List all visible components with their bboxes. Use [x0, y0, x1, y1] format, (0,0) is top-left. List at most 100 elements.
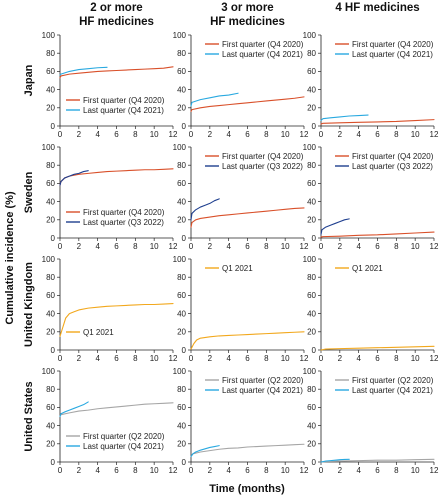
x-tick-label: 6: [375, 242, 380, 251]
x-tick-label: 8: [394, 242, 399, 251]
series-line-1: [59, 168, 174, 186]
x-tick-label: 6: [375, 466, 380, 475]
panel-sweden-col-2: 0 20 40 60 80 100 0 2 4 6 8 10 12 First quarter (Q4 2…: [173, 143, 309, 251]
y-tick-label: 40: [307, 85, 316, 94]
y-tick-label: 80: [177, 273, 186, 282]
legend: First quarter (Q2 2020)Last quarter (Q4 …: [66, 432, 165, 451]
legend-label: Last quarter (Q4 2021): [222, 50, 303, 59]
row-labels: Japan Sweden United Kingdom United States: [23, 64, 35, 451]
y-tick-label: 100: [173, 143, 187, 152]
x-tick-label: 4: [226, 466, 231, 475]
series-line-2: [320, 458, 350, 463]
x-tick-label: 12: [430, 466, 439, 475]
x-tick-label: 10: [150, 130, 159, 139]
x-tick-label: 0: [189, 130, 194, 139]
legend: First quarter (Q2 2020)Last quarter (Q4 …: [335, 376, 434, 395]
y-tick-label: 40: [307, 197, 316, 206]
series-line-1: [320, 231, 435, 238]
y-tick-label: 100: [173, 367, 187, 376]
x-tick-label: 12: [430, 130, 439, 139]
legend-label: Q1 2021: [222, 264, 253, 273]
x-tick-label: 6: [114, 242, 119, 251]
legend-label: First quarter (Q2 2020): [222, 376, 304, 385]
x-tick-label: 8: [394, 130, 399, 139]
column-title-1-line-2: HF medicines: [79, 16, 154, 28]
x-tick-label: 4: [356, 242, 361, 251]
y-tick-label: 20: [46, 328, 55, 337]
column-titles: 2 or more HF medicines 3 or more HF medicin…: [79, 2, 420, 28]
y-tick-label: 100: [42, 367, 56, 376]
panel-japan-col-2: 0 20 40 60 80 100 0 2 4 6 8 10 12 First quarter (Q4 2…: [173, 31, 309, 139]
panel-united-kingdom-col-3: 0 20 40 60 80 100 0 2 4 6 8 10 12 Q1 2021: [303, 255, 439, 363]
series-line-1: [190, 207, 305, 228]
legend: First quarter (Q4 2020)Last quarter (Q4 …: [205, 40, 304, 59]
series-line-1: [190, 96, 305, 112]
legend: First quarter (Q4 2020)Last quarter (Q4 …: [66, 96, 165, 115]
series-line-2: [190, 198, 220, 221]
y-tick-label: 20: [307, 104, 316, 113]
panel-united-kingdom-col-1: 0 20 40 60 80 100 0 2 4 6 8 10 12 Q1 2021: [42, 255, 178, 363]
x-tick-label: 4: [226, 242, 231, 251]
y-tick-label: 20: [307, 328, 316, 337]
panel-united-states-col-3: 0 20 40 60 80 100 0 2 4 6 8 10 12 First quarter (Q2 2…: [303, 367, 439, 475]
x-tick-label: 8: [264, 242, 269, 251]
y-tick-label: 0: [182, 458, 187, 467]
y-tick-label: 100: [303, 367, 317, 376]
x-tick-label: 0: [58, 242, 63, 251]
x-tick-label: 4: [95, 130, 100, 139]
y-tick-label: 80: [307, 273, 316, 282]
x-tick-label: 10: [281, 466, 290, 475]
x-tick-label: 2: [338, 130, 343, 139]
x-tick-label: 6: [114, 354, 119, 363]
series-line-1: [190, 443, 305, 458]
y-tick-label: 40: [307, 421, 316, 430]
y-tick-label: 100: [303, 143, 317, 152]
column-title-2-line-2: HF medicines: [210, 16, 285, 28]
legend-label: First quarter (Q4 2020): [222, 152, 304, 161]
x-tick-label: 12: [169, 242, 178, 251]
series-line-1: [320, 119, 435, 125]
legend-label: Last quarter (Q3 2022): [83, 218, 164, 227]
panel-united-states-col-1: 0 20 40 60 80 100 0 2 4 6 8 10 12 First quarter (Q2 2…: [42, 367, 178, 475]
y-tick-label: 40: [177, 85, 186, 94]
y-tick-label: 80: [46, 161, 55, 170]
y-tick-label: 40: [46, 85, 55, 94]
y-tick-label: 80: [307, 49, 316, 58]
x-tick-label: 4: [226, 130, 231, 139]
y-tick-label: 40: [46, 309, 55, 318]
y-tick-label: 100: [173, 255, 187, 264]
y-tick-label: 80: [177, 161, 186, 170]
x-tick-label: 8: [264, 354, 269, 363]
x-tick-label: 10: [281, 354, 290, 363]
x-tick-label: 10: [150, 354, 159, 363]
y-tick-label: 80: [46, 49, 55, 58]
x-tick-label: 0: [319, 242, 324, 251]
x-tick-label: 2: [208, 242, 213, 251]
legend: First quarter (Q4 2020)Last quarter (Q3 …: [205, 152, 304, 171]
legend-label: Last quarter (Q4 2021): [83, 106, 164, 115]
x-tick-label: 4: [356, 354, 361, 363]
panel-japan-col-1: 0 20 40 60 80 100 0 2 4 6 8 10 12 First quarter (Q4 2…: [42, 31, 178, 139]
x-tick-label: 2: [338, 354, 343, 363]
x-tick-label: 6: [375, 354, 380, 363]
y-tick-label: 0: [312, 122, 317, 131]
y-tick-label: 100: [42, 255, 56, 264]
x-tick-label: 8: [264, 466, 269, 475]
column-title-2-line-1: 3 or more: [221, 2, 273, 14]
panel-united-kingdom-col-2: 0 20 40 60 80 100 0 2 4 6 8 10 12 Q1 2021: [173, 255, 309, 363]
x-tick-label: 8: [133, 130, 138, 139]
y-tick-label: 0: [51, 234, 56, 243]
x-tick-label: 0: [189, 242, 194, 251]
y-tick-label: 60: [307, 403, 316, 412]
x-tick-label: 0: [319, 466, 324, 475]
y-tick-label: 20: [307, 216, 316, 225]
y-tick-label: 0: [51, 458, 56, 467]
x-tick-label: 10: [281, 242, 290, 251]
x-tick-label: 2: [77, 130, 82, 139]
x-tick-label: 10: [411, 130, 420, 139]
series-line-1: [190, 331, 305, 350]
x-axis-label: Time (months): [209, 483, 285, 495]
y-tick-label: 0: [51, 122, 56, 131]
y-tick-label: 80: [307, 161, 316, 170]
legend-label: First quarter (Q4 2020): [352, 152, 434, 161]
